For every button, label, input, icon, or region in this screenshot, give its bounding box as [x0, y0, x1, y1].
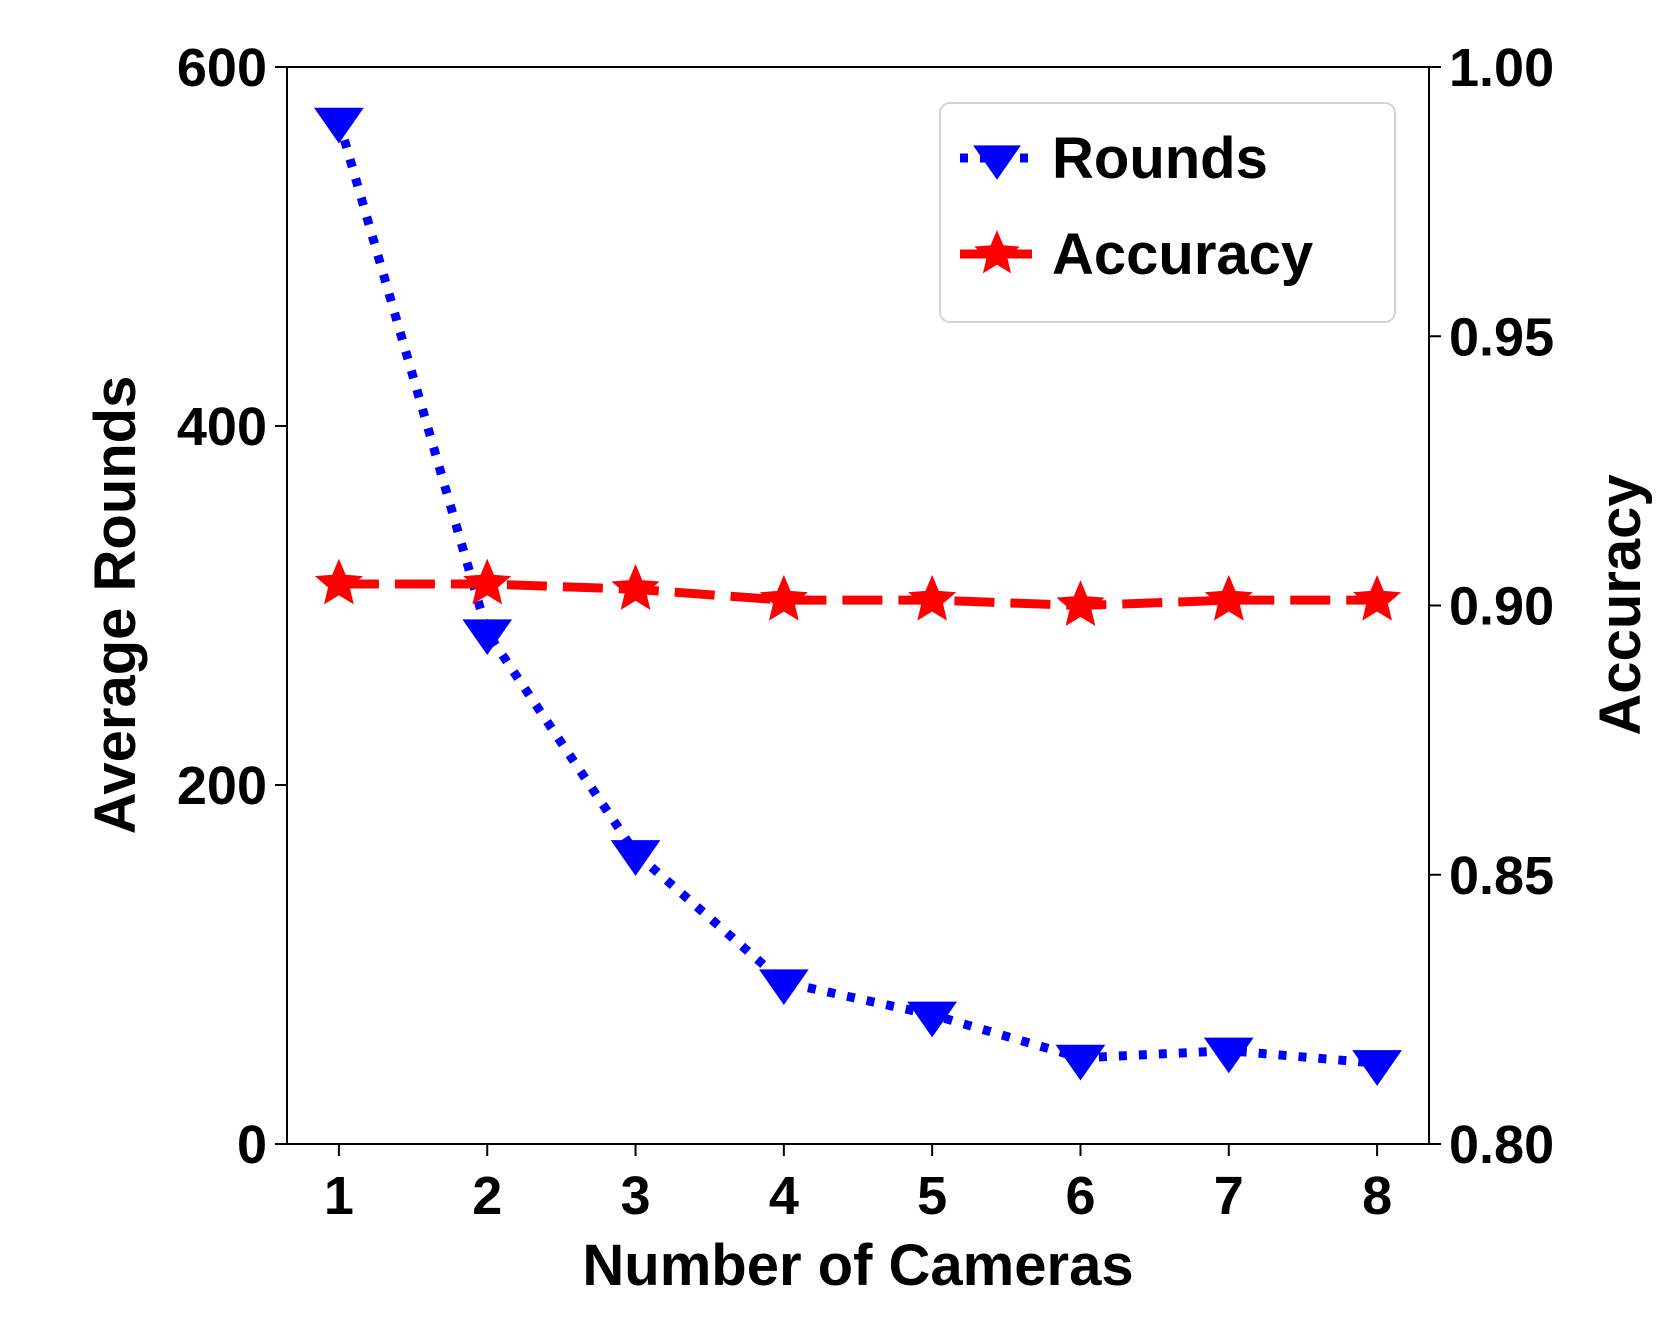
legend-label-rounds: Rounds	[1052, 126, 1268, 191]
accuracy-point	[759, 574, 808, 621]
right-y-tick-label: 0.90	[1449, 577, 1554, 637]
legend-triangle-down-marker	[973, 145, 1021, 180]
legend-frame	[939, 102, 1396, 323]
left-y-axis-title: Average Rounds	[83, 376, 148, 835]
rounds-point	[462, 619, 513, 656]
x-axis-title: Number of Cameras	[582, 1233, 1133, 1298]
left-y-tick-label: 200	[177, 756, 267, 816]
x-tick-label: 7	[1214, 1166, 1244, 1226]
rounds-point	[314, 107, 364, 144]
x-tick-label: 6	[1065, 1166, 1095, 1226]
x-axis-ticks: 1 2 3 4 5 6 7 8	[324, 1144, 1392, 1226]
series-line-rounds	[334, 119, 1378, 1068]
left-y-tick-label: 400	[177, 397, 267, 457]
accuracy-point	[611, 564, 660, 610]
legend-star-marker	[974, 230, 1020, 274]
accuracy-point	[463, 558, 512, 605]
rounds-point	[1203, 1037, 1254, 1074]
accuracy-point	[1353, 574, 1402, 621]
right-y-tick-label: 0.85	[1449, 846, 1554, 906]
right-y-tick-label: 0.80	[1449, 1115, 1554, 1175]
series-accuracy	[314, 558, 1402, 626]
accuracy-point	[314, 558, 363, 605]
left-y-tick-label: 0	[237, 1115, 267, 1175]
rounds-point	[907, 1001, 958, 1038]
left-y-axis-ticks: 0 200 400 600	[177, 38, 287, 1175]
rounds-point	[1055, 1044, 1106, 1081]
series-line-accuracy	[338, 579, 1378, 611]
x-tick-label: 4	[769, 1166, 799, 1226]
legend-entry-rounds: Rounds	[960, 126, 1268, 191]
right-y-axis-ticks: 0.80 0.85 0.90 0.95 1.00	[1429, 38, 1554, 1175]
series-rounds	[314, 107, 1402, 1086]
rounds-point	[610, 840, 661, 876]
accuracy-point	[1056, 580, 1105, 626]
x-tick-label: 8	[1362, 1166, 1392, 1226]
right-y-tick-label: 1.00	[1449, 38, 1554, 98]
accuracy-point	[908, 574, 957, 621]
legend-entry-accuracy: Accuracy	[960, 222, 1313, 287]
right-y-axis-title: Accuracy	[1588, 474, 1653, 735]
right-y-tick-label: 0.95	[1449, 307, 1554, 367]
left-y-tick-label: 600	[177, 38, 267, 98]
x-tick-label: 5	[917, 1166, 947, 1226]
accuracy-point	[1204, 574, 1253, 621]
rounds-point	[758, 969, 809, 1006]
x-tick-label: 2	[472, 1166, 502, 1226]
rounds-point	[1352, 1050, 1402, 1086]
series-layer	[314, 107, 1402, 1086]
legend: Rounds Accuracy	[939, 102, 1396, 323]
x-tick-label: 3	[621, 1166, 651, 1226]
legend-label-accuracy: Accuracy	[1052, 222, 1313, 287]
x-tick-label: 1	[324, 1166, 354, 1226]
